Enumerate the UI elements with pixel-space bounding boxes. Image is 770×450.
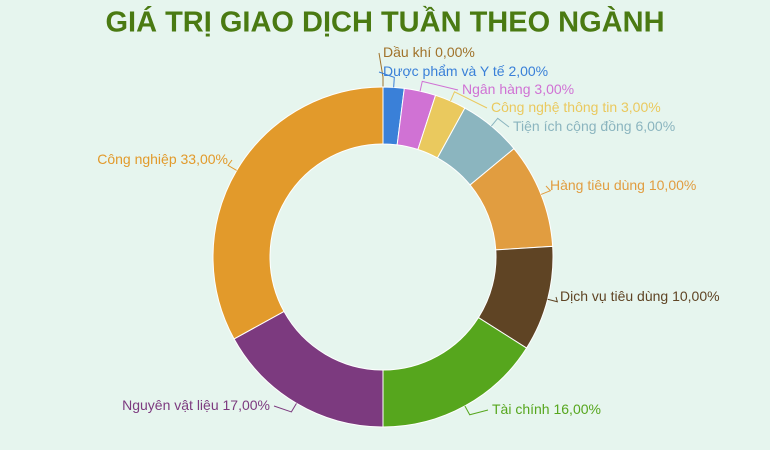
category-name: Công nghiệp [97, 151, 177, 167]
data-label: Tiện ích cộng đồng 6,00% [513, 118, 675, 134]
leader-line [490, 117, 510, 128]
leader-line [378, 71, 395, 88]
value-label: 6,00% [635, 118, 675, 134]
leader-line [547, 296, 559, 303]
data-label: Tài chính 16,00% [492, 401, 601, 417]
donut-slice [212, 86, 384, 340]
category-name: Hàng tiêu dùng [550, 177, 645, 193]
data-label: Công nghệ thông tin 3,00% [491, 99, 661, 115]
value-label: 16,00% [553, 401, 600, 417]
leader-line [273, 403, 297, 413]
data-label: Hàng tiêu dùng 10,00% [550, 177, 696, 193]
value-label: 10,00% [649, 177, 696, 193]
data-label: Ngân hàng 3,00% [462, 81, 574, 97]
category-name: Tiện ích cộng đồng [513, 118, 632, 134]
leader-line [227, 159, 237, 171]
chart-title: GIÁ TRỊ GIAO DỊCH TUẦN THEO NGÀNH [105, 5, 664, 39]
category-name: Ngân hàng [462, 81, 531, 97]
category-name: Dịch vụ tiêu dùng [560, 288, 668, 304]
value-label: 10,00% [672, 288, 719, 304]
value-label: 3,00% [621, 99, 661, 115]
category-name: Nguyên vật liệu [122, 397, 219, 413]
category-name: Công nghệ thông tin [491, 99, 617, 115]
category-name: Tài chính [492, 401, 550, 417]
category-name: Dầu khí [383, 44, 431, 60]
value-label: 3,00% [534, 81, 574, 97]
data-label: Dầu khí 0,00% [383, 44, 475, 60]
leader-line [450, 91, 488, 109]
value-label: 2,00% [508, 63, 548, 79]
value-label: 0,00% [435, 44, 475, 60]
leader-line [464, 405, 489, 416]
data-label: Dược phẩm và Y tế 2,00% [383, 63, 548, 79]
data-label: Dịch vụ tiêu dùng 10,00% [560, 288, 720, 304]
leader-line [419, 80, 459, 92]
value-label: 33,00% [181, 151, 228, 167]
category-name: Dược phẩm và Y tế [383, 63, 505, 79]
leader-line [378, 52, 384, 87]
leader-line [540, 185, 552, 195]
value-label: 17,00% [223, 397, 270, 413]
data-label: Công nghiệp 33,00% [97, 151, 228, 167]
data-label: Nguyên vật liệu 17,00% [122, 397, 270, 413]
